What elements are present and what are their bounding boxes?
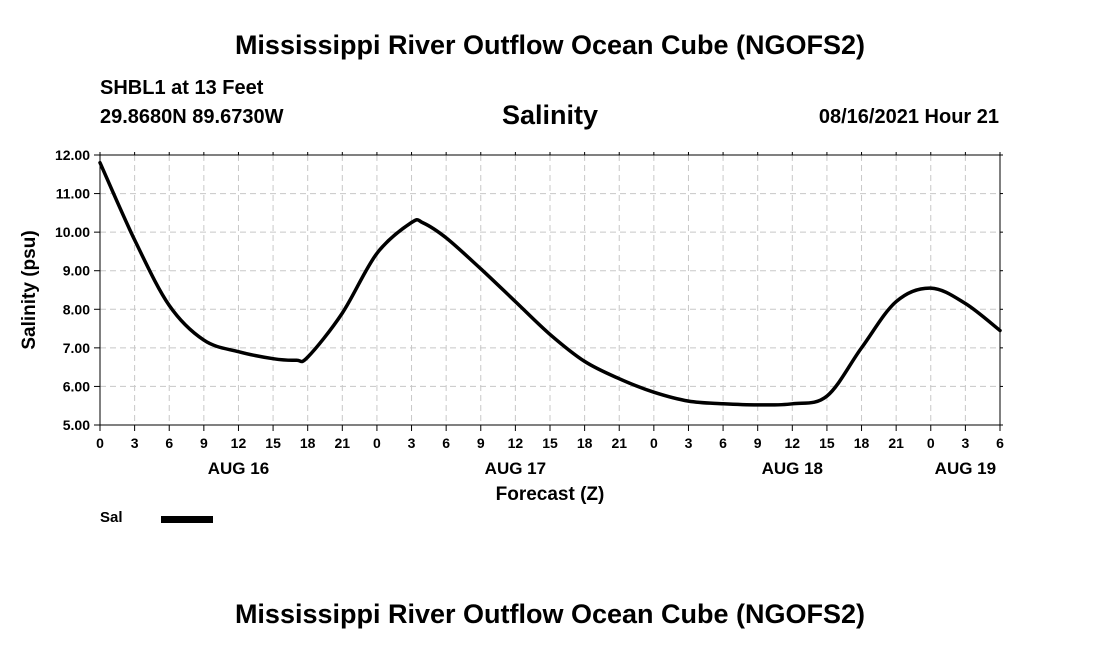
x-tick-label: 9: [200, 435, 208, 451]
x-tick-label: 15: [265, 435, 281, 451]
x-tick-label: 12: [508, 435, 524, 451]
x-tick-label: 18: [854, 435, 870, 451]
x-date-label: AUG 17: [485, 459, 546, 478]
y-tick-label: 8.00: [63, 301, 90, 317]
y-tick-label: 7.00: [63, 340, 90, 356]
y-tick-label: 9.00: [63, 263, 90, 279]
x-tick-label: 21: [611, 435, 627, 451]
legend-label: Sal: [100, 509, 123, 526]
x-tick-label: 3: [131, 435, 139, 451]
x-tick-label: 6: [165, 435, 173, 451]
x-tick-label: 15: [819, 435, 835, 451]
x-tick-label: 3: [961, 435, 969, 451]
x-tick-label: 6: [719, 435, 727, 451]
x-date-label: AUG 16: [208, 459, 269, 478]
footer-title: Mississippi River Outflow Ocean Cube (NG…: [234, 599, 866, 629]
x-tick-label: 12: [231, 435, 247, 451]
x-tick-label: 21: [888, 435, 904, 451]
parameter-title: Salinity: [501, 100, 599, 130]
chart-title: Mississippi River Outflow Ocean Cube (NG…: [234, 30, 866, 60]
station-name: SHBL1 at 13 Feet: [100, 77, 264, 99]
x-tick-label: 0: [650, 435, 658, 451]
y-tick-label: 5.00: [63, 417, 90, 433]
x-tick-label: 3: [408, 435, 416, 451]
x-tick-label: 6: [442, 435, 450, 451]
y-axis-label: Salinity (psu): [19, 230, 40, 349]
x-tick-label: 6: [996, 435, 1004, 451]
x-tick-label: 9: [477, 435, 485, 451]
x-date-label: AUG 18: [762, 459, 823, 478]
legend-swatch: [161, 516, 213, 523]
x-date-label: AUG 19: [935, 459, 996, 478]
series-line-sal: [98, 160, 1002, 407]
x-tick-label: 15: [542, 435, 558, 451]
x-tick-label: 0: [927, 435, 935, 451]
x-tick-label: 0: [373, 435, 381, 451]
y-tick-label: 11.00: [56, 186, 90, 202]
forecast-datetime: 08/16/2021 Hour 21: [818, 106, 999, 128]
x-tick-label: 12: [785, 435, 801, 451]
y-tick-label: 12.00: [55, 147, 90, 163]
x-tick-label: 9: [754, 435, 762, 451]
y-tick-label: 10.00: [55, 224, 90, 240]
x-axis-label: Forecast (Z): [496, 484, 605, 505]
x-tick-label: 18: [577, 435, 593, 451]
x-tick-label: 18: [300, 435, 316, 451]
x-tick-label: 21: [335, 435, 351, 451]
x-tick-label: 0: [96, 435, 104, 451]
x-tick-label: 3: [685, 435, 693, 451]
y-tick-label: 6.00: [63, 378, 90, 394]
station-coordinates: 29.8680N 89.6730W: [100, 106, 284, 128]
